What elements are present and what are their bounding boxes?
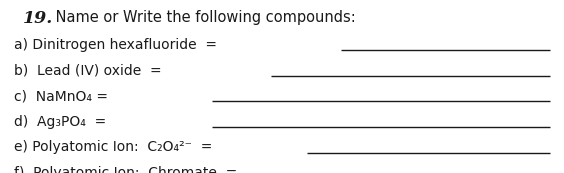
Text: c)  NaMnO₄ =: c) NaMnO₄ = [14,89,108,103]
Text: b)  Lead (IV) oxide  =: b) Lead (IV) oxide = [14,64,162,78]
Text: 19.: 19. [23,10,53,27]
Text: e) Polyatomic Ion:  C₂O₄²⁻  =: e) Polyatomic Ion: C₂O₄²⁻ = [14,140,213,154]
Text: Name or Write the following compounds:: Name or Write the following compounds: [51,10,355,25]
Text: f)  Polyatomic Ion:  Chromate  =: f) Polyatomic Ion: Chromate = [14,166,237,173]
Text: a) Dinitrogen hexafluoride  =: a) Dinitrogen hexafluoride = [14,38,217,52]
Text: d)  Ag₃PO₄  =: d) Ag₃PO₄ = [14,115,107,129]
